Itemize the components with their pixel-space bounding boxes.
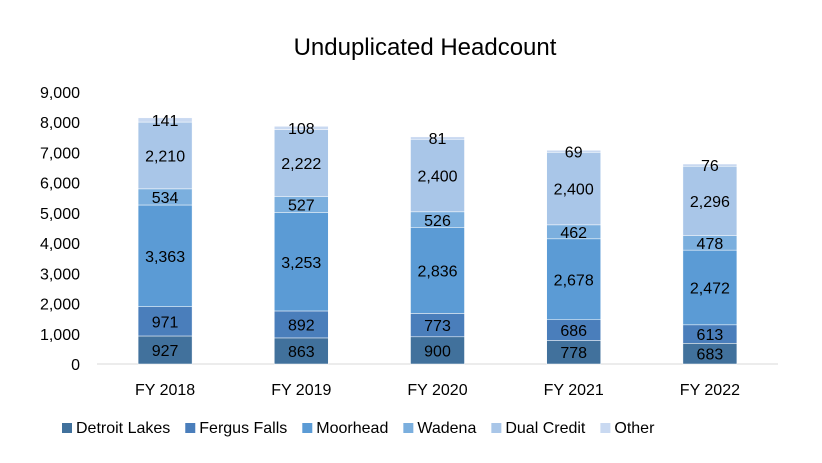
legend-label: Fergus Falls [199, 420, 287, 437]
legend-swatch [302, 423, 313, 433]
y-tick-label: 4,000 [40, 236, 80, 253]
legend-item: Other [600, 420, 655, 437]
bar-segment [274, 212, 329, 312]
y-tick-label: 1,000 [40, 327, 80, 344]
bar-segment [546, 152, 601, 226]
bar-segment-label: 3,253 [281, 255, 321, 272]
x-tick-label: FY 2021 [544, 382, 604, 399]
legend-item: Fergus Falls [185, 420, 287, 437]
y-tick-label: 5,000 [40, 206, 80, 223]
bar-segment-label: 2,400 [554, 182, 594, 199]
bar-segment-label: 773 [424, 318, 451, 335]
bars: 927 971 3,363 534 2,210 141 863 892 3,253 527 2,22… [137, 113, 738, 365]
legend-label: Dual Credit [505, 420, 586, 437]
bar-segment-label: 3,363 [145, 249, 185, 266]
bar-segment [137, 117, 193, 123]
bar-segment-label: 108 [288, 121, 315, 138]
bar-segment [410, 227, 465, 314]
y-tick-label: 8,000 [40, 115, 80, 132]
y-tick-label: 7,000 [40, 145, 80, 162]
bar-segment [410, 136, 465, 140]
legend: Detroit Lakes Fergus Falls Moorhead Wadena D… [62, 420, 655, 437]
bar-segment-label: 76 [701, 158, 719, 175]
bar-segment-label: 927 [152, 343, 179, 360]
legend-item: Wadena [403, 420, 476, 437]
bar-segment [546, 238, 601, 321]
legend-swatch [185, 423, 196, 433]
bar-segment-label: 141 [152, 113, 179, 130]
bar-segment [682, 249, 738, 326]
bar-segment-label: 534 [152, 190, 179, 207]
bar-segment-label: 2,296 [690, 194, 730, 211]
bar-segment-label: 863 [288, 344, 315, 361]
bar-segment [137, 121, 193, 190]
legend-label: Other [614, 420, 655, 437]
y-tick-label: 6,000 [40, 176, 80, 193]
bar-segment-label: 2,836 [417, 264, 457, 281]
bar-segment-label: 478 [697, 236, 724, 253]
x-tick-label: FY 2022 [680, 382, 740, 399]
legend-swatch [491, 423, 502, 433]
bar-segment-label: 527 [288, 198, 315, 215]
y-tick-label: 2,000 [40, 297, 80, 314]
y-tick-label: 9,000 [40, 85, 80, 102]
legend-item: Moorhead [302, 420, 388, 437]
bar-segment [682, 166, 738, 236]
x-tick-label: FY 2018 [135, 382, 195, 399]
bar-segment [274, 129, 329, 197]
legend-item: Detroit Lakes [62, 420, 170, 437]
chart-title: Unduplicated Headcount [294, 34, 557, 61]
y-axis: 0 1,000 2,000 3,000 4,000 5,000 6,000 7,000 8,00… [40, 85, 778, 374]
bar-segment-label: 2,400 [417, 169, 457, 186]
bar-segment [682, 163, 738, 167]
legend-label: Wadena [417, 420, 476, 437]
bar-segment-label: 2,678 [554, 272, 594, 289]
bar-segment-label: 686 [560, 323, 587, 340]
x-axis: FY 2018 FY 2019 FY 2020 FY 2021 FY 2022 [135, 382, 740, 399]
y-tick-label: 0 [71, 357, 80, 374]
bar-segment [274, 126, 329, 130]
x-tick-label: FY 2020 [407, 382, 467, 399]
bar-segment [546, 149, 601, 153]
bar-segment-label: 778 [560, 345, 587, 362]
x-tick-label: FY 2019 [271, 382, 331, 399]
legend-item: Dual Credit [491, 420, 586, 437]
bar-segment-label: 971 [152, 314, 179, 331]
bar-segment-label: 2,222 [281, 156, 321, 173]
bar-segment-label: 2,472 [690, 280, 730, 297]
bar-segment-label: 526 [424, 213, 451, 230]
legend-label: Moorhead [316, 420, 388, 437]
bar-segment-label: 892 [288, 317, 315, 334]
bar-segment [410, 139, 465, 213]
bar-segment-label: 69 [565, 144, 583, 161]
legend-swatch [62, 423, 72, 433]
bar-segment-label: 81 [429, 131, 447, 148]
y-tick-label: 3,000 [40, 266, 80, 283]
legend-label: Detroit Lakes [76, 420, 170, 437]
bar-segment-label: 2,210 [145, 148, 185, 165]
bar-segment-label: 613 [697, 327, 724, 344]
bar-segment [274, 310, 329, 339]
bar-segment [274, 337, 329, 365]
legend-swatch [403, 423, 414, 433]
bar-segment-label: 683 [697, 347, 724, 364]
bar-segment-label: 900 [424, 343, 451, 360]
bar-segment-label: 462 [560, 225, 587, 242]
legend-swatch [600, 423, 611, 433]
